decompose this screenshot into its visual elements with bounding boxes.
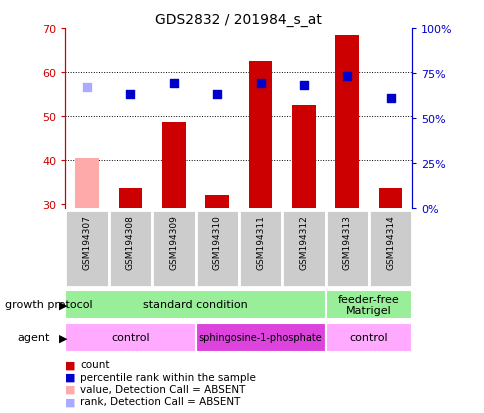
Text: GSM194314: GSM194314 [385, 214, 394, 269]
Text: GSM194310: GSM194310 [212, 214, 221, 269]
Bar [195, 323, 325, 352]
Text: ■: ■ [65, 396, 76, 406]
Text: value, Detection Call = ABSENT: value, Detection Call = ABSENT [80, 384, 245, 394]
Bar [325, 290, 411, 319]
Text: GSM194312: GSM194312 [299, 214, 308, 269]
Text: ▶: ▶ [59, 332, 68, 343]
Bar [65, 323, 195, 352]
Point [83, 85, 91, 91]
Bar [248, 62, 272, 209]
Bar [378, 189, 402, 209]
Bar [108, 211, 152, 287]
Text: ▶: ▶ [59, 299, 68, 310]
Bar [118, 189, 142, 209]
Point [256, 81, 264, 87]
Point [300, 83, 307, 89]
Bar [162, 123, 185, 209]
Bar [325, 323, 411, 352]
Text: control: control [111, 332, 150, 343]
Text: GSM194313: GSM194313 [342, 214, 351, 269]
Text: sphingosine-1-phosphate: sphingosine-1-phosphate [198, 332, 322, 343]
Text: ■: ■ [65, 384, 76, 394]
Bar [152, 211, 195, 287]
Bar [205, 195, 228, 209]
Bar [334, 36, 359, 209]
Text: growth protocol: growth protocol [5, 299, 92, 310]
Point [343, 74, 350, 81]
Text: control: control [349, 332, 387, 343]
Point [213, 91, 221, 98]
Bar [75, 158, 99, 209]
Text: ■: ■ [65, 372, 76, 382]
Text: feeder-free
Matrigel: feeder-free Matrigel [337, 294, 399, 316]
Point [386, 96, 393, 102]
Text: GSM194308: GSM194308 [126, 214, 135, 269]
Bar [325, 211, 368, 287]
Point [169, 81, 177, 87]
Text: GSM194311: GSM194311 [256, 214, 264, 269]
Text: agent: agent [17, 332, 49, 343]
Text: ■: ■ [65, 359, 76, 369]
Bar [291, 106, 315, 209]
Bar [282, 211, 325, 287]
Bar [65, 290, 325, 319]
Bar [195, 211, 239, 287]
Text: percentile rank within the sample: percentile rank within the sample [80, 372, 256, 382]
Bar [65, 211, 108, 287]
Point [126, 91, 134, 98]
Text: count: count [80, 359, 109, 369]
Bar [368, 211, 411, 287]
Text: GSM194307: GSM194307 [82, 214, 91, 269]
Bar [238, 211, 282, 287]
Text: standard condition: standard condition [143, 299, 247, 310]
Text: rank, Detection Call = ABSENT: rank, Detection Call = ABSENT [80, 396, 240, 406]
Text: GSM194309: GSM194309 [169, 214, 178, 269]
Title: GDS2832 / 201984_s_at: GDS2832 / 201984_s_at [155, 12, 322, 26]
